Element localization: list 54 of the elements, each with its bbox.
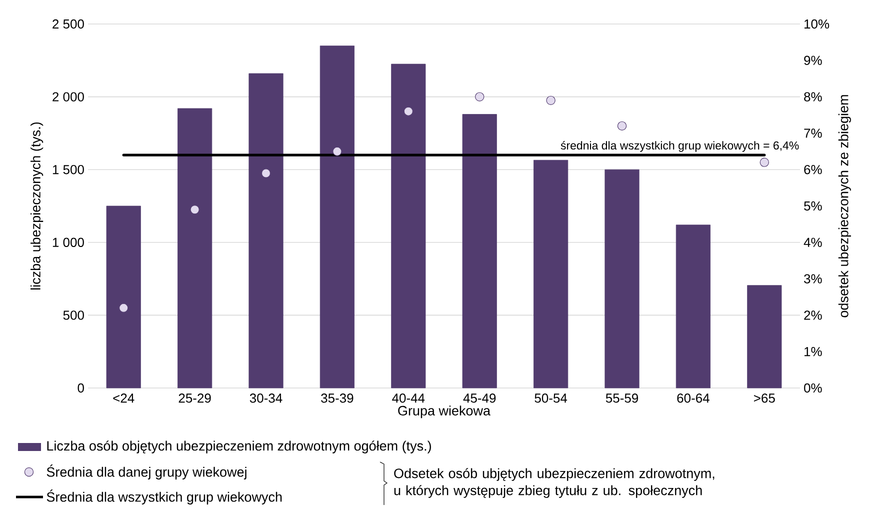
y2-tick-label: 6%: [804, 164, 822, 174]
point: [332, 146, 342, 156]
x-tick-label: 40-44: [392, 394, 425, 403]
point: [190, 205, 200, 214]
point: [404, 106, 414, 116]
bar: [534, 160, 568, 388]
bar: [462, 114, 497, 388]
y2-tick-label: 0%: [804, 383, 822, 393]
y2-tick-label: 5%: [804, 201, 822, 211]
point: [475, 92, 484, 102]
y2-tick-label: 10%: [804, 19, 830, 29]
x-tick-label: 35-39: [321, 394, 354, 403]
y2-tick-label: 7%: [804, 128, 822, 138]
point: [760, 158, 770, 167]
bar: [178, 108, 212, 388]
x-tick-label: 60-64: [677, 394, 710, 403]
point: [617, 121, 627, 131]
bar: [320, 46, 354, 388]
x-tick-label: 30-34: [250, 394, 282, 403]
x-tick-label: <24: [113, 394, 134, 403]
bar: [747, 285, 782, 388]
point: [546, 96, 556, 106]
x-axis-title: Grupa wiekowa: [398, 406, 491, 418]
bar: [248, 73, 284, 388]
legend-label: Liczba osób objętych ubezpieczeniem zdrowotnym ogółem (tys.): [47, 440, 431, 454]
y-tick-label: 2 500: [52, 19, 84, 29]
x-tick-label: 45-49: [463, 394, 496, 403]
y2-tick-label: 1%: [804, 347, 822, 356]
x-tick-label: 25-29: [178, 394, 211, 403]
y-tick-label: 1 000: [52, 238, 84, 247]
bar: [106, 206, 141, 388]
y2-tick-label: 4%: [804, 238, 822, 247]
y-tick-label: 500: [63, 310, 84, 320]
y2-tick-label: 3%: [804, 274, 822, 284]
legend-label: Średnia dla wszystkich grup wiekowych: [46, 490, 282, 504]
y-tick-label: 0: [78, 383, 84, 393]
y-axis-title: liczba ubezpieczonych (tys.): [30, 122, 44, 290]
annotation: średnia dla wszystkich grup wiekowych = 6,4%: [560, 140, 799, 152]
point: [119, 303, 128, 313]
y2-tick-label: 8%: [804, 92, 822, 102]
legend-label: Średnia dla danej grupy wiekowej: [46, 464, 246, 480]
y-tick-label: 2 000: [52, 92, 84, 102]
bar: [391, 64, 426, 388]
y2-tick-label: 2%: [804, 310, 822, 320]
x-tick-label: 50-54: [534, 394, 568, 403]
x-tick-label: 55-59: [606, 394, 638, 403]
bar: [676, 224, 710, 388]
bar: [604, 169, 640, 388]
point: [261, 168, 271, 178]
y2-tick-label: 9%: [804, 56, 822, 65]
y2-axis-title: odsetek ubezpieczonych ze zbiegiem: [838, 95, 851, 318]
text: Odsetek osób ubjętych ubezpieczeniem zdrowotnym, u których występuje zbieg tytułu z ub. społecznych: [394, 468, 714, 498]
y-tick-label: 1 500: [52, 164, 84, 174]
x-tick-label: >65: [754, 394, 775, 403]
